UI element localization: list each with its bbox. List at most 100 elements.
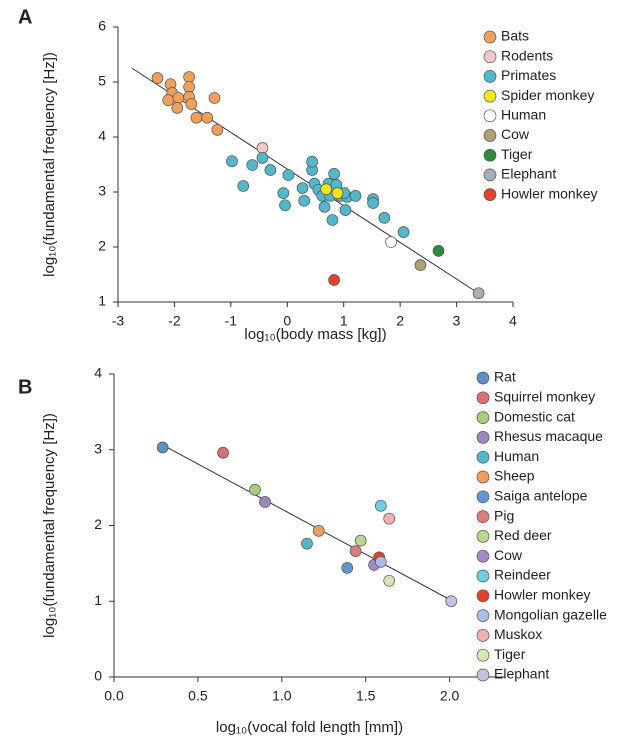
data-point — [445, 595, 458, 608]
data-point — [183, 71, 195, 83]
fit-line — [131, 67, 480, 295]
legend-marker — [476, 609, 490, 622]
x-tick-label: 4 — [509, 313, 517, 329]
data-point — [151, 72, 164, 85]
x-tick-label: 0.0 — [104, 688, 124, 704]
legend-label: Tiger — [494, 646, 526, 662]
data-point — [298, 194, 311, 207]
legend-marker — [476, 510, 490, 523]
data-point — [296, 182, 309, 194]
data-point — [367, 197, 379, 209]
data-point — [208, 92, 221, 104]
data-point — [279, 199, 291, 212]
legend-label: Human — [494, 448, 539, 464]
legend-label: Rhesus macaque — [494, 428, 603, 444]
legend-label: Bats — [501, 28, 529, 44]
legend-marker — [483, 168, 497, 182]
legend-marker — [476, 530, 490, 543]
x-tick-label: 0.5 — [188, 688, 208, 704]
legend-label: Elephant — [501, 166, 556, 182]
data-point — [378, 212, 391, 224]
legend-marker — [476, 371, 490, 385]
legend-label: Rodents — [501, 47, 553, 63]
legend-label: Muskox — [494, 626, 542, 642]
y-tick-label: 4 — [94, 365, 102, 381]
legend-marker — [483, 50, 497, 64]
x-tick-label: 0 — [283, 313, 291, 329]
legend-label: Reindeer — [494, 567, 551, 583]
legend-marker — [476, 431, 490, 444]
data-point — [472, 287, 485, 300]
data-point — [185, 98, 198, 110]
data-point — [326, 214, 339, 226]
legend-label: Primates — [501, 67, 556, 83]
y-tick-label: 0 — [94, 668, 102, 684]
legend-marker — [476, 648, 490, 662]
data-point — [374, 556, 387, 568]
x-tick-label: -3 — [112, 313, 125, 329]
data-point — [349, 190, 362, 202]
data-point — [259, 496, 271, 508]
y-tick-label: 3 — [94, 440, 102, 456]
data-point — [246, 159, 259, 171]
data-point — [318, 201, 331, 213]
data-point — [237, 180, 250, 192]
x-tick-label: 1.0 — [272, 688, 292, 704]
legend-marker — [476, 589, 490, 603]
legend-marker — [483, 30, 497, 44]
fit-line — [164, 445, 454, 602]
data-point — [432, 245, 445, 257]
data-point — [156, 441, 169, 454]
y-axis-label: log₁₀(fundamental frequency [Hz]) — [41, 52, 58, 277]
legend-label: Saiga antelope — [494, 488, 588, 504]
data-point — [320, 183, 333, 196]
data-point — [162, 94, 175, 107]
data-point — [385, 236, 397, 248]
y-tick-label: 1 — [94, 592, 102, 608]
data-point — [256, 142, 269, 154]
x-tick-label: -2 — [168, 313, 181, 329]
y-tick-label: 5 — [98, 73, 106, 89]
legend-marker — [476, 569, 490, 583]
x-tick-label: 2.0 — [440, 688, 460, 704]
y-tick-label: 1 — [98, 293, 106, 309]
legend-marker — [476, 668, 490, 682]
data-point — [383, 512, 396, 525]
data-point — [211, 124, 224, 136]
data-point — [264, 164, 277, 176]
legend-label: Rat — [494, 369, 516, 385]
data-point — [171, 101, 184, 114]
x-tick-label: 3 — [453, 313, 461, 329]
panel-label: A — [18, 6, 32, 28]
legend-marker — [483, 70, 497, 83]
panel-label: B — [18, 376, 32, 398]
legend-label: Howler monkey — [494, 587, 590, 603]
legend-label: Spider monkey — [501, 87, 594, 103]
x-tick-label: 2 — [396, 313, 404, 329]
data-point — [341, 562, 354, 574]
legend-marker — [483, 109, 497, 123]
y-tick-label: 3 — [98, 183, 106, 199]
x-tick-label: -1 — [225, 313, 238, 329]
y-tick-label: 4 — [98, 128, 106, 144]
legend-marker — [476, 490, 490, 504]
data-point — [349, 545, 362, 558]
data-point — [339, 204, 352, 216]
data-point — [414, 259, 427, 271]
legend-label: Mongolian gazelle — [494, 606, 607, 622]
legend-marker — [483, 129, 497, 142]
data-point — [374, 499, 387, 512]
data-point — [383, 574, 396, 587]
legend-marker — [476, 549, 490, 563]
x-tick-label: 1 — [340, 313, 348, 329]
x-axis-label: log₁₀(vocal fold length [mm]) — [216, 719, 403, 736]
y-tick-label: 6 — [98, 18, 106, 34]
legend-label: Squirrel monkey — [494, 389, 595, 405]
data-point — [331, 187, 344, 199]
legend-label: Sheep — [494, 468, 535, 484]
legend-label: Cow — [501, 126, 530, 142]
legend-marker — [483, 148, 497, 162]
data-point — [282, 169, 295, 181]
data-point — [328, 274, 340, 286]
x-axis-label: log₁₀(body mass [kg]) — [244, 326, 386, 343]
